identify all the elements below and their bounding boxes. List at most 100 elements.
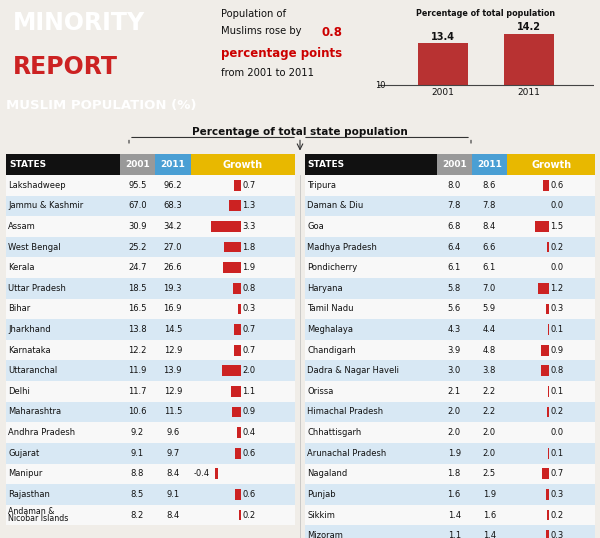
FancyBboxPatch shape (472, 154, 507, 175)
FancyBboxPatch shape (234, 345, 241, 356)
FancyBboxPatch shape (535, 221, 548, 232)
Text: 1.4: 1.4 (483, 531, 496, 538)
Text: Growth: Growth (531, 160, 571, 169)
Text: 3.9: 3.9 (448, 345, 461, 355)
Text: 13.8: 13.8 (128, 325, 147, 334)
Text: Chandigarh: Chandigarh (307, 345, 356, 355)
Text: 7.0: 7.0 (482, 284, 496, 293)
FancyBboxPatch shape (6, 257, 295, 278)
Text: from 2001 to 2011: from 2001 to 2011 (221, 68, 314, 78)
FancyBboxPatch shape (6, 443, 295, 464)
Text: Punjab: Punjab (307, 490, 336, 499)
FancyBboxPatch shape (155, 154, 191, 175)
Text: 4.3: 4.3 (448, 325, 461, 334)
Text: Mizoram: Mizoram (307, 531, 343, 538)
FancyBboxPatch shape (541, 365, 548, 376)
Text: 25.2: 25.2 (128, 243, 146, 252)
Text: 0.8: 0.8 (242, 284, 256, 293)
Text: 0.3: 0.3 (551, 305, 564, 314)
Text: STATES: STATES (308, 160, 345, 169)
Text: 0.1: 0.1 (551, 325, 563, 334)
Text: 0.8: 0.8 (551, 366, 564, 376)
Text: 8.8: 8.8 (131, 469, 144, 478)
Text: Percentage of total state population: Percentage of total state population (192, 126, 408, 137)
Text: 0.0: 0.0 (551, 428, 563, 437)
Text: 0.7: 0.7 (242, 345, 256, 355)
Text: 2.5: 2.5 (483, 469, 496, 478)
FancyBboxPatch shape (234, 324, 241, 335)
FancyBboxPatch shape (6, 175, 295, 195)
Text: 0.9: 0.9 (242, 407, 256, 416)
Text: 2.2: 2.2 (483, 387, 496, 396)
Text: Haryana: Haryana (307, 284, 343, 293)
Text: Tamil Nadu: Tamil Nadu (307, 305, 354, 314)
Text: 2.0: 2.0 (483, 449, 496, 458)
FancyBboxPatch shape (6, 154, 120, 175)
Text: 0.9: 0.9 (551, 345, 563, 355)
FancyBboxPatch shape (6, 319, 295, 340)
FancyBboxPatch shape (546, 489, 548, 500)
FancyBboxPatch shape (305, 360, 595, 381)
Text: Rajasthan: Rajasthan (8, 490, 50, 499)
Text: 5.9: 5.9 (483, 305, 496, 314)
Text: 0.6: 0.6 (242, 490, 256, 499)
FancyBboxPatch shape (215, 469, 218, 479)
Text: 3.3: 3.3 (242, 222, 256, 231)
Text: 2001: 2001 (125, 160, 150, 169)
Text: Manipur: Manipur (8, 469, 43, 478)
FancyBboxPatch shape (305, 278, 595, 299)
FancyBboxPatch shape (235, 489, 241, 500)
Text: 9.2: 9.2 (131, 428, 144, 437)
Text: 2.2: 2.2 (483, 407, 496, 416)
Text: Percentage of total population: Percentage of total population (416, 9, 556, 18)
Text: Uttaranchal: Uttaranchal (8, 366, 58, 376)
FancyBboxPatch shape (211, 221, 241, 232)
Text: 2011: 2011 (477, 160, 502, 169)
FancyBboxPatch shape (305, 195, 595, 216)
Text: 24.7: 24.7 (128, 263, 146, 272)
Text: 1.9: 1.9 (448, 449, 461, 458)
FancyBboxPatch shape (6, 216, 295, 237)
FancyBboxPatch shape (305, 154, 437, 175)
FancyBboxPatch shape (541, 345, 548, 356)
Text: Madhya Pradesh: Madhya Pradesh (307, 243, 377, 252)
Text: Assam: Assam (8, 222, 36, 231)
Text: 30.9: 30.9 (128, 222, 146, 231)
Text: Growth: Growth (223, 160, 263, 169)
FancyBboxPatch shape (224, 242, 241, 252)
FancyBboxPatch shape (305, 381, 595, 402)
Text: 0.2: 0.2 (242, 511, 256, 520)
Text: 1.8: 1.8 (448, 469, 461, 478)
FancyBboxPatch shape (233, 283, 241, 294)
Text: 9.1: 9.1 (131, 449, 144, 458)
FancyBboxPatch shape (234, 180, 241, 190)
FancyBboxPatch shape (305, 175, 595, 195)
Text: 34.2: 34.2 (164, 222, 182, 231)
Text: 67.0: 67.0 (128, 201, 147, 210)
Text: Gujarat: Gujarat (8, 449, 40, 458)
Text: 14.2: 14.2 (517, 23, 541, 32)
Text: 1.2: 1.2 (551, 284, 563, 293)
Text: 19.3: 19.3 (164, 284, 182, 293)
Text: 9.7: 9.7 (166, 449, 179, 458)
Text: 0.0: 0.0 (551, 263, 563, 272)
Text: Kerala: Kerala (8, 263, 35, 272)
Text: Andhra Pradesh: Andhra Pradesh (8, 428, 76, 437)
Text: STATES: STATES (9, 160, 46, 169)
FancyBboxPatch shape (6, 505, 295, 526)
Text: 1.8: 1.8 (242, 243, 256, 252)
Text: 6.1: 6.1 (448, 263, 461, 272)
FancyBboxPatch shape (232, 407, 241, 417)
Text: Muslims rose by: Muslims rose by (221, 26, 301, 37)
Text: 0.7: 0.7 (242, 325, 256, 334)
FancyBboxPatch shape (6, 299, 295, 319)
Text: 2.0: 2.0 (448, 428, 461, 437)
Text: 1.4: 1.4 (448, 511, 461, 520)
Text: 0.3: 0.3 (242, 305, 256, 314)
Text: Population of: Population of (221, 9, 286, 19)
FancyBboxPatch shape (120, 154, 155, 175)
Text: 0.2: 0.2 (551, 243, 563, 252)
Text: 11.9: 11.9 (128, 366, 146, 376)
Text: 5.8: 5.8 (448, 284, 461, 293)
Text: 10.6: 10.6 (128, 407, 146, 416)
